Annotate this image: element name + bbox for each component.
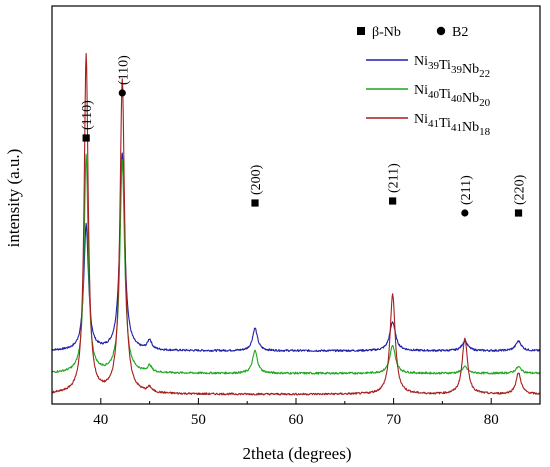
x-axis-title: 2theta (degrees) — [242, 444, 351, 463]
legend-square-icon — [357, 27, 365, 35]
x-tick-label: 40 — [93, 412, 108, 428]
peak-label: (220) — [513, 174, 528, 205]
beta-nb-marker — [389, 197, 397, 205]
series-line-3 — [51, 52, 541, 396]
series-line-1 — [51, 152, 541, 353]
legend-label-1: Ni39Ti39Nb22 — [414, 54, 490, 80]
peak-label: (200) — [249, 164, 264, 195]
y-axis-title: intensity (a.u.) — [4, 149, 23, 248]
x-tick-label: 80 — [484, 412, 499, 428]
legend: β-Nb B2 Ni39Ti39Nb22 Ni40Ti40Nb20 Ni41Ti41Nb… — [357, 25, 491, 138]
peak-label: (110) — [80, 100, 95, 130]
series-line-2 — [51, 153, 541, 375]
legend-label-3: Ni41Ti41Nb18 — [414, 112, 491, 138]
beta-nb-marker — [82, 134, 90, 142]
beta-nb-marker — [251, 199, 259, 207]
x-tick-label: 60 — [289, 412, 304, 428]
peak-annotations: (110) (110) (200) (211) (211) (220) — [80, 55, 528, 217]
legend-beta-nb: β-Nb — [372, 25, 401, 40]
legend-b2: B2 — [452, 25, 468, 40]
x-tick-label: 70 — [386, 412, 401, 428]
legend-circle-icon — [436, 26, 446, 36]
legend-label-2: Ni40Ti40Nb20 — [414, 83, 491, 109]
peak-label: (110) — [116, 55, 131, 85]
beta-nb-marker — [514, 209, 523, 217]
plot-area — [51, 52, 541, 396]
x-ticks: 40 50 60 70 80 — [51, 398, 541, 428]
peak-label: (211) — [387, 163, 402, 193]
b2-marker — [461, 209, 469, 217]
b2-marker — [118, 89, 126, 97]
peak-label: (211) — [459, 175, 474, 205]
x-tick-label: 50 — [191, 412, 206, 428]
